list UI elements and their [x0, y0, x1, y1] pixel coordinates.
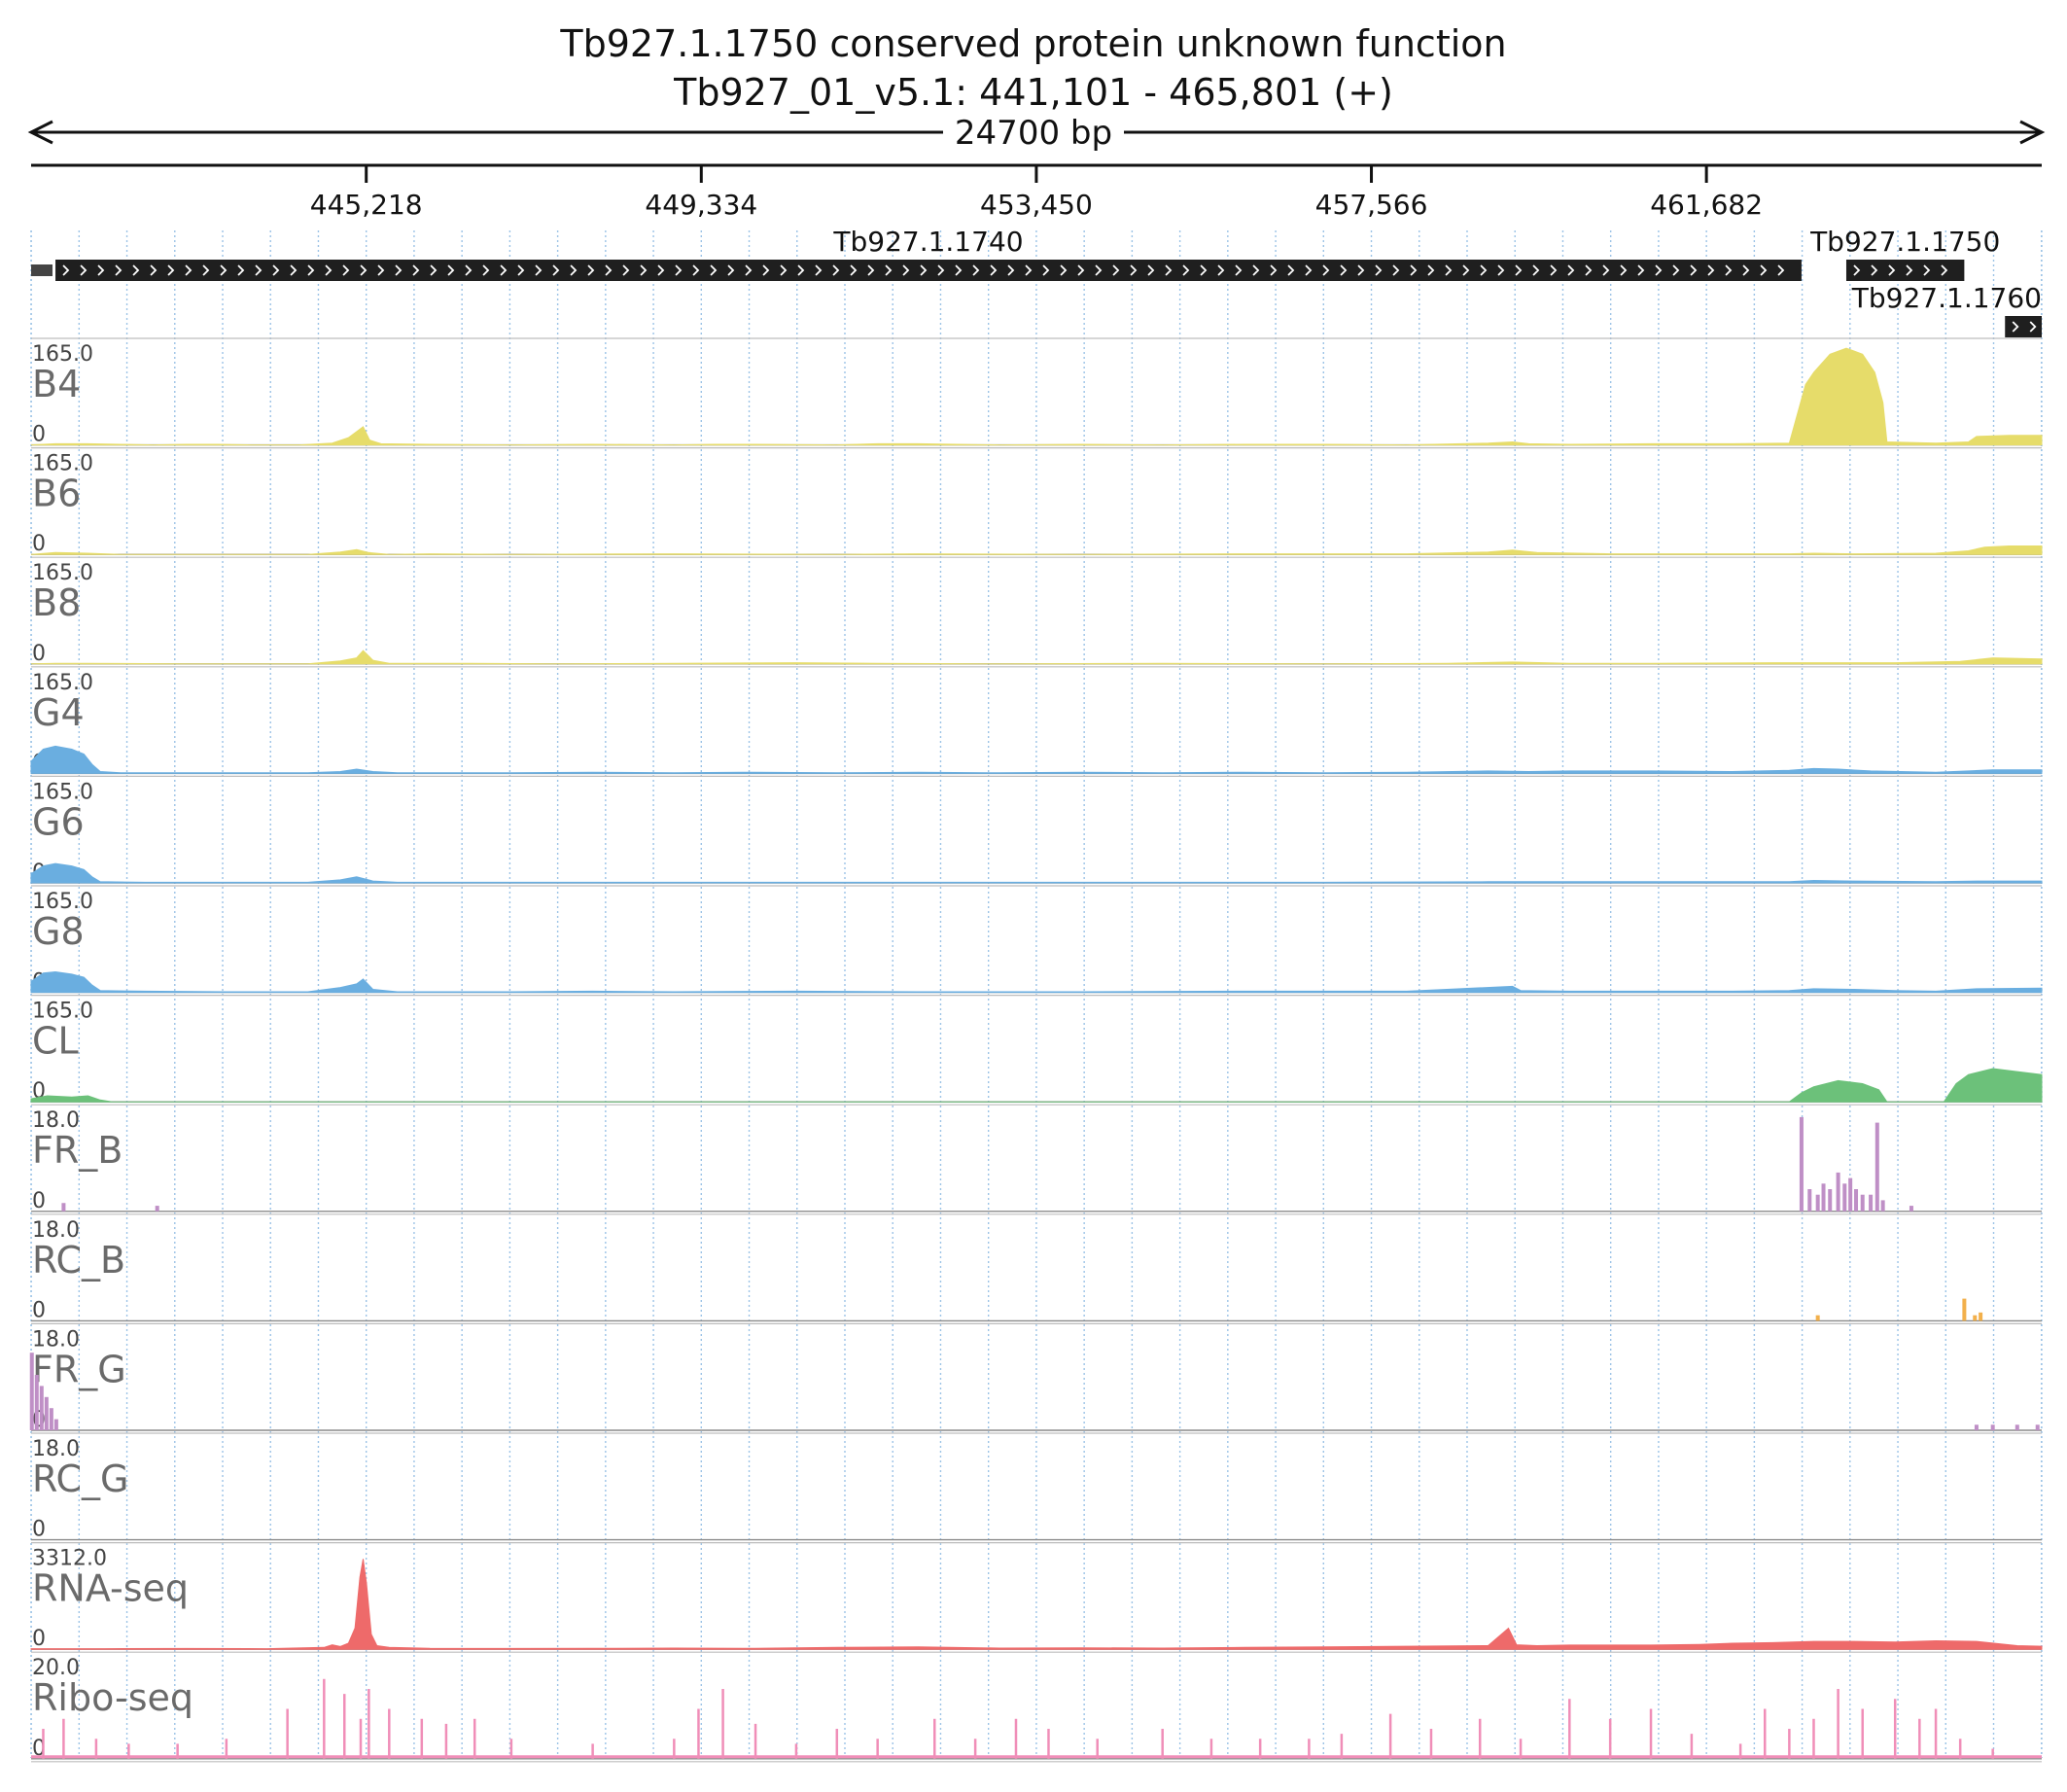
track-signal: [30, 745, 2043, 774]
axis-tick-label: 449,334: [645, 189, 757, 221]
signal-bar: [1799, 1116, 1804, 1212]
track-signal: [30, 1068, 2043, 1103]
signal-bar: [1848, 1177, 1853, 1212]
track-min-label: 0: [32, 1298, 46, 1322]
track-max-label: 165.0: [32, 452, 93, 476]
track-min-label: 0: [32, 1408, 46, 1432]
track-name: B4: [32, 363, 81, 405]
track-max-label: 165.0: [32, 1000, 93, 1024]
signal-bar: [34, 1375, 39, 1430]
gene-bar: [55, 260, 1802, 281]
signal-bar: [1990, 1424, 1995, 1430]
signal-bar: [61, 1203, 66, 1212]
axis-tick-label: 457,566: [1315, 189, 1428, 221]
signal-bar: [44, 1396, 49, 1430]
gene-label: Tb927.1.1750: [1809, 226, 2000, 258]
track-name: RC_B: [32, 1239, 125, 1282]
signal-bar: [1815, 1194, 1820, 1212]
signal-bar: [2035, 1424, 2040, 1430]
span-arrow-left: [27, 120, 53, 145]
track-min-label: 0: [32, 1627, 46, 1651]
track-name: B6: [32, 473, 81, 515]
track-max-label: 165.0: [32, 890, 93, 914]
signal-bar: [1828, 1189, 1833, 1212]
gene-bar: [1845, 260, 1965, 281]
signal-bar: [53, 1419, 58, 1430]
signal-bar: [1973, 1315, 1978, 1321]
signal-bar: [39, 1386, 44, 1430]
region-subtitle: Tb927_01_v5.1: 441,101 - 465,801 (+): [674, 71, 1393, 114]
span-label: 24700 bp: [955, 114, 1112, 153]
axis-tick-label: 461,682: [1650, 189, 1763, 221]
signal-bar: [1909, 1206, 1913, 1212]
track-max-label: 165.0: [32, 671, 93, 695]
track-signal: [30, 1559, 2043, 1650]
figure-title: Tb927.1.1750 conserved protein unknown f…: [560, 22, 1507, 65]
track-name: Ribo-seq: [32, 1676, 193, 1719]
signal-bar: [1979, 1312, 1983, 1321]
gene-feature: [31, 264, 53, 276]
track-max-label: 165.0: [32, 780, 93, 804]
span-arrow-right: [2019, 120, 2046, 145]
signal-bar: [155, 1206, 159, 1212]
gene-label: Tb927.1.1760: [1851, 282, 2042, 314]
track-signal: [30, 650, 2043, 665]
strand-chevrons: [1853, 264, 1948, 276]
track-name: FR_G: [32, 1348, 126, 1390]
strand-chevrons: [62, 264, 1785, 276]
track-signal: [30, 862, 2043, 884]
track-min-label: 0: [32, 1518, 46, 1542]
track-name: G6: [32, 800, 85, 843]
track-min-label: 0: [32, 642, 46, 666]
track-name: FR_B: [32, 1129, 123, 1172]
track-name: G4: [32, 691, 85, 734]
signal-bar: [1874, 1122, 1879, 1212]
track-name: B8: [32, 581, 81, 624]
track-signal: [30, 347, 2043, 446]
track-max-label: 165.0: [32, 561, 93, 585]
track-min-label: 0: [32, 423, 46, 447]
signal-bar: [1860, 1194, 1865, 1212]
signal-bar: [1854, 1189, 1859, 1212]
track-name: RNA-seq: [32, 1567, 189, 1610]
axis-tick-label: 453,450: [980, 189, 1093, 221]
track-name: CL: [32, 1020, 79, 1063]
signal-bar: [1836, 1172, 1840, 1212]
signal-bar: [1842, 1183, 1847, 1212]
track-signal: [30, 970, 2043, 994]
axis-tick-label: 445,218: [310, 189, 423, 221]
track-min-label: 0: [32, 532, 46, 556]
track-max-label: 18.0: [32, 1437, 80, 1461]
gene-label: Tb927.1.1740: [832, 226, 1023, 258]
signal-bar: [2014, 1424, 2019, 1430]
signal-bar: [1869, 1194, 1874, 1212]
signal-bar: [1807, 1189, 1812, 1212]
track-max-label: 18.0: [32, 1218, 80, 1243]
signal-bar: [29, 1353, 34, 1430]
signal-bar: [1821, 1183, 1826, 1212]
track-min-label: 0: [32, 1189, 46, 1213]
track-max-label: 20.0: [32, 1656, 80, 1680]
signal-bar: [1974, 1424, 1979, 1430]
track-max-label: 18.0: [32, 1327, 80, 1352]
track-max-label: 165.0: [32, 342, 93, 367]
track-max-label: 3312.0: [32, 1547, 107, 1571]
track-signal: [30, 545, 2043, 555]
track-name: RC_G: [32, 1458, 129, 1500]
gene-bar: [2005, 316, 2042, 337]
track-max-label: 18.0: [32, 1108, 80, 1133]
signal-bar: [1962, 1298, 1967, 1321]
signal-bar: [1880, 1200, 1885, 1212]
signal-bar: [49, 1408, 53, 1430]
strand-chevrons: [2012, 321, 2037, 333]
signal-bar: [1815, 1315, 1820, 1321]
track-name: G8: [32, 910, 85, 953]
